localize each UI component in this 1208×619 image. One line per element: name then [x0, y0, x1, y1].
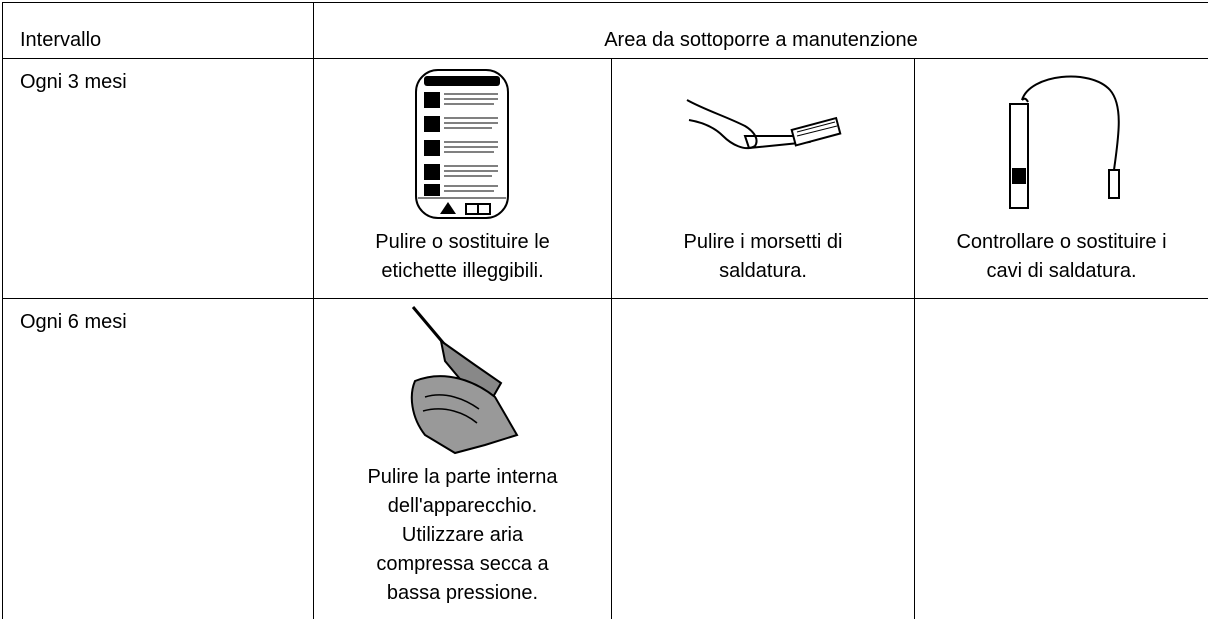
header-cell: Area da sottoporre a manutenzione: [604, 29, 918, 51]
cell-text: Pulire la parte interna: [367, 466, 558, 488]
cell-text: bassa pressione.: [386, 582, 539, 604]
border: [611, 58, 612, 619]
border: [914, 58, 915, 619]
border: [2, 2, 3, 619]
border: [2, 2, 1208, 3]
cell-text: Controllare o sostituire i: [956, 231, 1167, 253]
cell-text: etichette illeggibili.: [381, 260, 544, 282]
interval-cell: Ogni 6 mesi: [20, 311, 127, 333]
border: [313, 2, 314, 619]
cable-icon: [1009, 75, 1120, 209]
cell-text: Utilizzare aria: [401, 524, 524, 546]
cell-text: Pulire i morsetti di: [683, 231, 843, 253]
cell-text: saldatura.: [719, 260, 807, 282]
border: [2, 298, 1208, 299]
interval-cell: Ogni 3 mesi: [20, 71, 127, 93]
air-gun-icon: [410, 306, 519, 455]
cell-text: cavi di saldatura.: [986, 260, 1137, 282]
header-cell: Intervallo: [20, 29, 102, 51]
cell-text: Pulire o sostituire le: [375, 231, 550, 253]
warning-label-icon: [415, 69, 509, 219]
border: [2, 58, 1208, 59]
cell-text: compressa secca a: [376, 553, 549, 575]
brush-icon: [686, 99, 842, 150]
cell-text: dell'apparecchio.: [387, 495, 538, 517]
